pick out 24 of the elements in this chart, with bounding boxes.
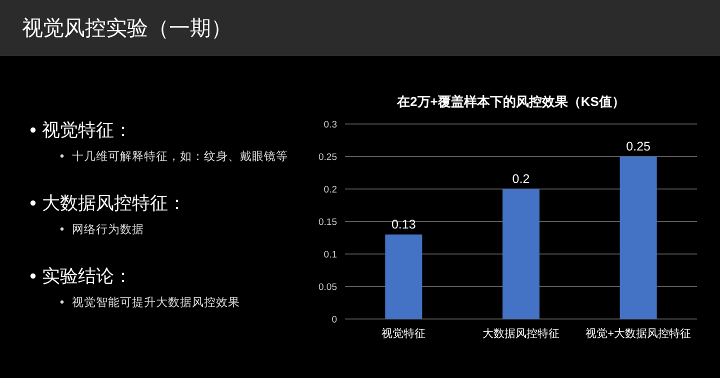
y-tick-label: 0.1 [324, 250, 337, 260]
y-tick-label: 0.15 [318, 217, 337, 228]
chart-title: 在2万+覆盖样本下的风控效果（KS值） [396, 94, 625, 109]
bar [620, 156, 657, 319]
data-label: 0.13 [391, 218, 416, 232]
text: 大数据风控特征： [42, 193, 186, 213]
text: 实验结论： [42, 266, 132, 286]
text: 视觉智能可提升大数据风控效果 [72, 296, 240, 309]
text: 十几维可解释特征，如：纹身、戴眼镜等 [72, 149, 288, 163]
data-label: 0.25 [626, 140, 651, 154]
text: 网络行为数据 [72, 223, 144, 236]
y-tick-label: 0.2 [324, 184, 337, 196]
text: 视觉风控实验（一期） [22, 17, 232, 40]
y-tick-label: 0 [332, 314, 337, 326]
y-tick-label: 0.25 [318, 152, 337, 163]
x-tick-label: 大数据风控特征 [482, 327, 560, 340]
y-tick-label: 0.3 [324, 120, 337, 130]
text: 视觉特征： [42, 120, 132, 140]
y-tick-label: 0.05 [318, 282, 337, 293]
data-label: 0.2 [512, 172, 530, 186]
x-tick-label: 视觉+大数据风控特征 [586, 327, 692, 340]
x-tick-label: 视觉特征 [382, 327, 426, 340]
bar [385, 234, 422, 319]
bar [502, 189, 540, 319]
